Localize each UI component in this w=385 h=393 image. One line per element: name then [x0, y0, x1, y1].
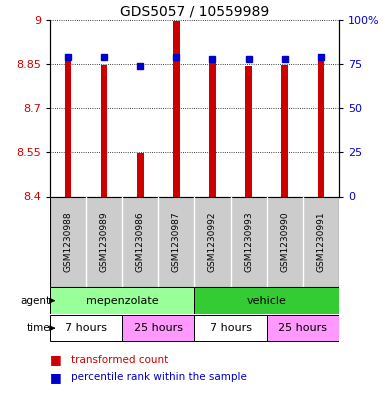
Text: GSM1230987: GSM1230987	[172, 211, 181, 272]
Text: GSM1230989: GSM1230989	[100, 211, 109, 272]
Text: transformed count: transformed count	[71, 354, 169, 365]
Text: 25 hours: 25 hours	[278, 323, 327, 333]
Bar	[245, 66, 252, 196]
Text: 25 hours: 25 hours	[134, 323, 183, 333]
Text: ■: ■	[50, 371, 62, 384]
Text: GSM1230991: GSM1230991	[316, 211, 325, 272]
Text: vehicle: vehicle	[247, 296, 286, 306]
Bar	[173, 21, 180, 196]
Text: mepenzolate: mepenzolate	[86, 296, 159, 306]
Bar	[50, 315, 122, 342]
Bar	[122, 315, 194, 342]
Title: GDS5057 / 10559989: GDS5057 / 10559989	[120, 4, 269, 18]
Text: percentile rank within the sample: percentile rank within the sample	[71, 372, 247, 382]
Bar	[194, 315, 266, 342]
Text: GSM1230992: GSM1230992	[208, 211, 217, 272]
Text: GSM1230993: GSM1230993	[244, 211, 253, 272]
Bar	[266, 315, 339, 342]
Text: 7 hours: 7 hours	[209, 323, 251, 333]
Text: time: time	[27, 323, 50, 333]
Text: GSM1230990: GSM1230990	[280, 211, 289, 272]
Bar	[209, 63, 216, 196]
Text: agent: agent	[20, 296, 50, 306]
Text: GSM1230986: GSM1230986	[136, 211, 145, 272]
Text: GSM1230988: GSM1230988	[64, 211, 73, 272]
Bar	[50, 287, 194, 314]
Bar	[281, 65, 288, 196]
Bar	[101, 65, 107, 196]
Bar	[137, 153, 144, 196]
Bar	[194, 287, 339, 314]
Bar	[318, 59, 324, 196]
Text: ■: ■	[50, 353, 62, 366]
Bar	[65, 57, 71, 196]
Text: 7 hours: 7 hours	[65, 323, 107, 333]
